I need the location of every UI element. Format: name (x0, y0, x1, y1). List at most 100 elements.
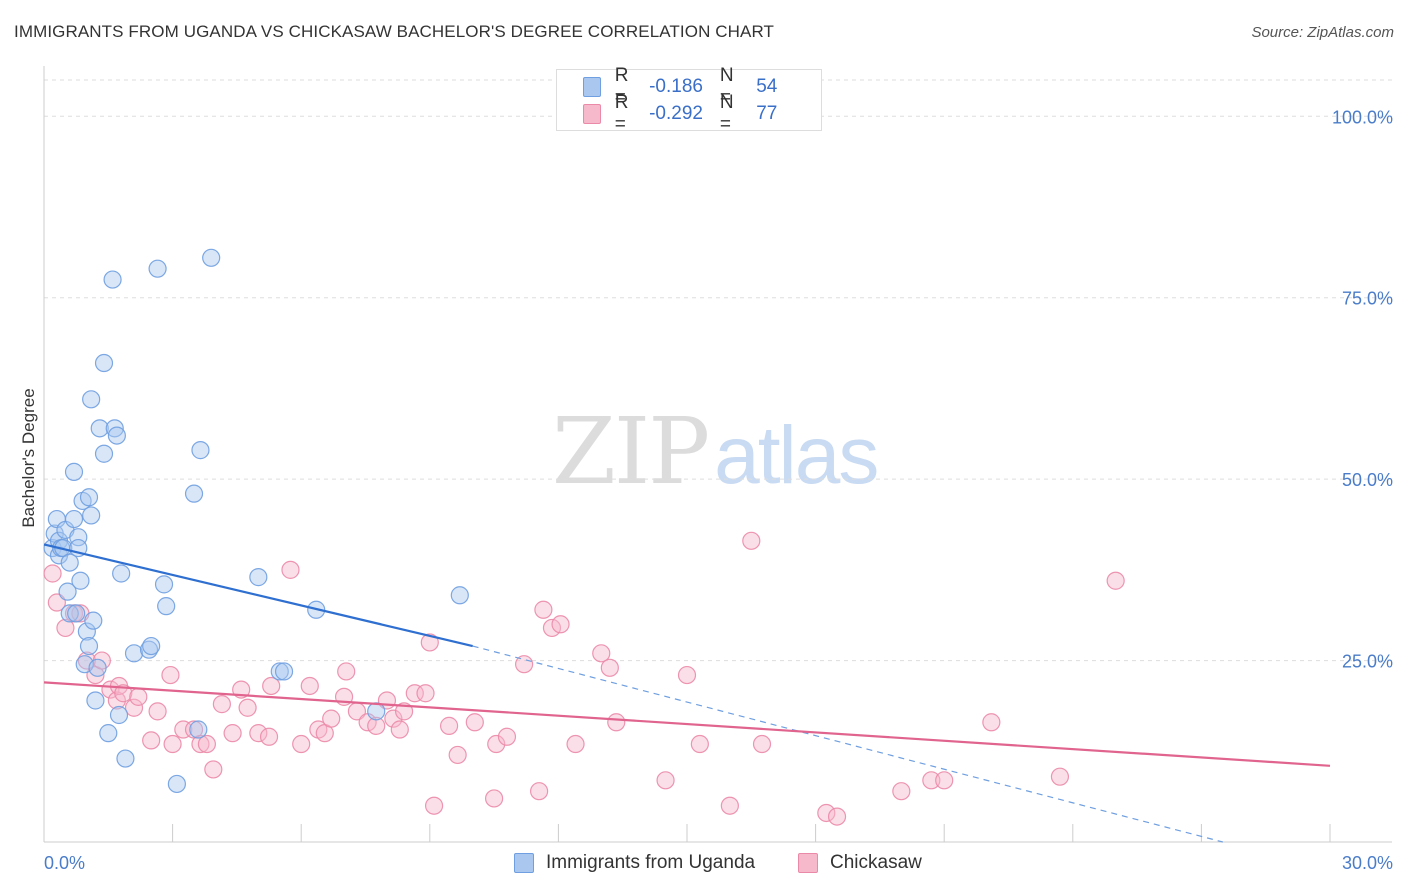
chickasaw-point (656, 771, 675, 790)
chickasaw-point (752, 734, 772, 754)
chickasaw-point (827, 807, 847, 826)
trend-line-uganda-extension (472, 645, 1223, 843)
legend-item-chickasaw[interactable]: Chickasaw (798, 852, 922, 874)
watermark-atlas: atlas (714, 410, 879, 501)
chickasaw-point (592, 644, 611, 663)
uganda-point (109, 705, 129, 725)
chickasaw-point (982, 713, 1001, 732)
uganda-point (274, 662, 294, 681)
chickasaw-point (107, 691, 126, 710)
chickasaw-point (56, 618, 75, 638)
legend-label-chickasaw: Chickasaw (830, 852, 922, 873)
chickasaw-point (530, 782, 549, 801)
uganda-point (86, 691, 105, 710)
axes (43, 66, 1392, 843)
chickasaw-point (534, 600, 553, 619)
chickasaw-point (204, 760, 223, 779)
chickasaw-point (817, 803, 836, 823)
trend-line-chickasaw (43, 681, 1331, 767)
chickasaw-point (223, 724, 242, 743)
uganda-point (107, 426, 126, 445)
source-credit: Source: ZipAtlas.com (1251, 24, 1394, 41)
legend-row-chickasaw: R = -0.292 N = 77 (583, 92, 821, 135)
uganda-point (94, 444, 114, 463)
chickasaw-point (337, 662, 356, 681)
uganda-point (189, 720, 208, 739)
uganda-point (116, 749, 135, 768)
uganda-point (60, 553, 79, 572)
chickasaw-point (497, 727, 517, 746)
y-tick-label: 75.0% (1342, 289, 1393, 309)
chickasaw-point (114, 684, 133, 703)
watermark-zip: ZIP (552, 398, 710, 505)
uganda-point (249, 568, 268, 587)
chickasaw-point (485, 789, 504, 808)
chickasaw-point (384, 709, 403, 728)
chickasaw-point (566, 734, 585, 754)
chickasaw-point (424, 796, 444, 815)
legend-swatch-uganda (583, 77, 601, 97)
chickasaw-point (191, 734, 210, 754)
chickasaw-point (487, 734, 506, 754)
y-axis-label: Bachelor's Degree (19, 388, 38, 527)
series-legend: Immigrants from Uganda Chickasaw (0, 852, 1406, 878)
uganda-point (94, 353, 114, 373)
trend-lines (43, 543, 1331, 843)
x-tick-label-min: 0.0% (44, 853, 85, 873)
chickasaw-point (163, 734, 182, 754)
chickasaw-point (281, 560, 300, 579)
chickasaw-point (416, 684, 435, 703)
chickasaw-point (142, 731, 161, 750)
chickasaw-point (1106, 571, 1125, 590)
chickasaw-point (262, 676, 281, 696)
chickasaw-point (439, 716, 459, 735)
uganda-point (67, 604, 86, 623)
chickasaw-point (720, 796, 739, 815)
chickasaw-point (197, 734, 216, 754)
chickasaw-point (43, 564, 62, 583)
uganda-point (60, 604, 79, 623)
chickasaw-point (607, 713, 626, 732)
chickasaw-point (390, 720, 409, 739)
uganda-point (202, 248, 221, 267)
legend-n-label: N = (719, 65, 734, 108)
chickasaw-point (124, 698, 144, 717)
uganda-point (148, 259, 167, 278)
uganda-point (103, 270, 122, 289)
uganda-point (90, 419, 109, 438)
chickasaw-point (515, 655, 534, 674)
trend-line-uganda (43, 543, 473, 648)
uganda-point (154, 575, 174, 594)
tick-labels: 25.0% 50.0% 75.0% 100.0% 0.0% 30.0% (44, 107, 1393, 873)
chickasaw-point (322, 709, 341, 728)
chickasaw-point (292, 734, 311, 754)
uganda-point (450, 586, 469, 605)
uganda-point (167, 774, 186, 794)
correlation-legend: R = -0.186 N = 54 R = -0.292 N = 77 (556, 65, 822, 135)
watermark: ZIPatlas (552, 398, 879, 505)
uganda-point (112, 564, 131, 583)
uganda-point (367, 702, 386, 721)
chickasaw-point (129, 687, 148, 706)
legend-r-label: R = (614, 65, 629, 108)
uganda-point (142, 636, 161, 656)
chickasaw-point (1050, 767, 1070, 786)
uganda-point (71, 571, 90, 590)
chickasaw-point (367, 716, 386, 735)
legend-n-value-uganda: 54 (756, 76, 778, 97)
chickasaw-point (742, 531, 761, 550)
chickasaw-point (448, 745, 467, 765)
legend-n-label: N = (719, 92, 734, 135)
uganda-point (99, 724, 118, 743)
y-tick-label: 25.0% (1342, 652, 1393, 672)
chickasaw-point (892, 782, 911, 801)
legend-n-value-chickasaw: 77 (756, 103, 778, 124)
legend-swatch-chickasaw (583, 104, 601, 124)
grid-lines (44, 79, 1392, 662)
legend-r-value-uganda: -0.186 (649, 76, 703, 97)
legend-item-uganda[interactable]: Immigrants from Uganda (514, 852, 755, 874)
y-tick-label: 100.0% (1332, 107, 1393, 127)
chickasaw-point (922, 771, 941, 790)
chickasaw-point (394, 702, 414, 721)
